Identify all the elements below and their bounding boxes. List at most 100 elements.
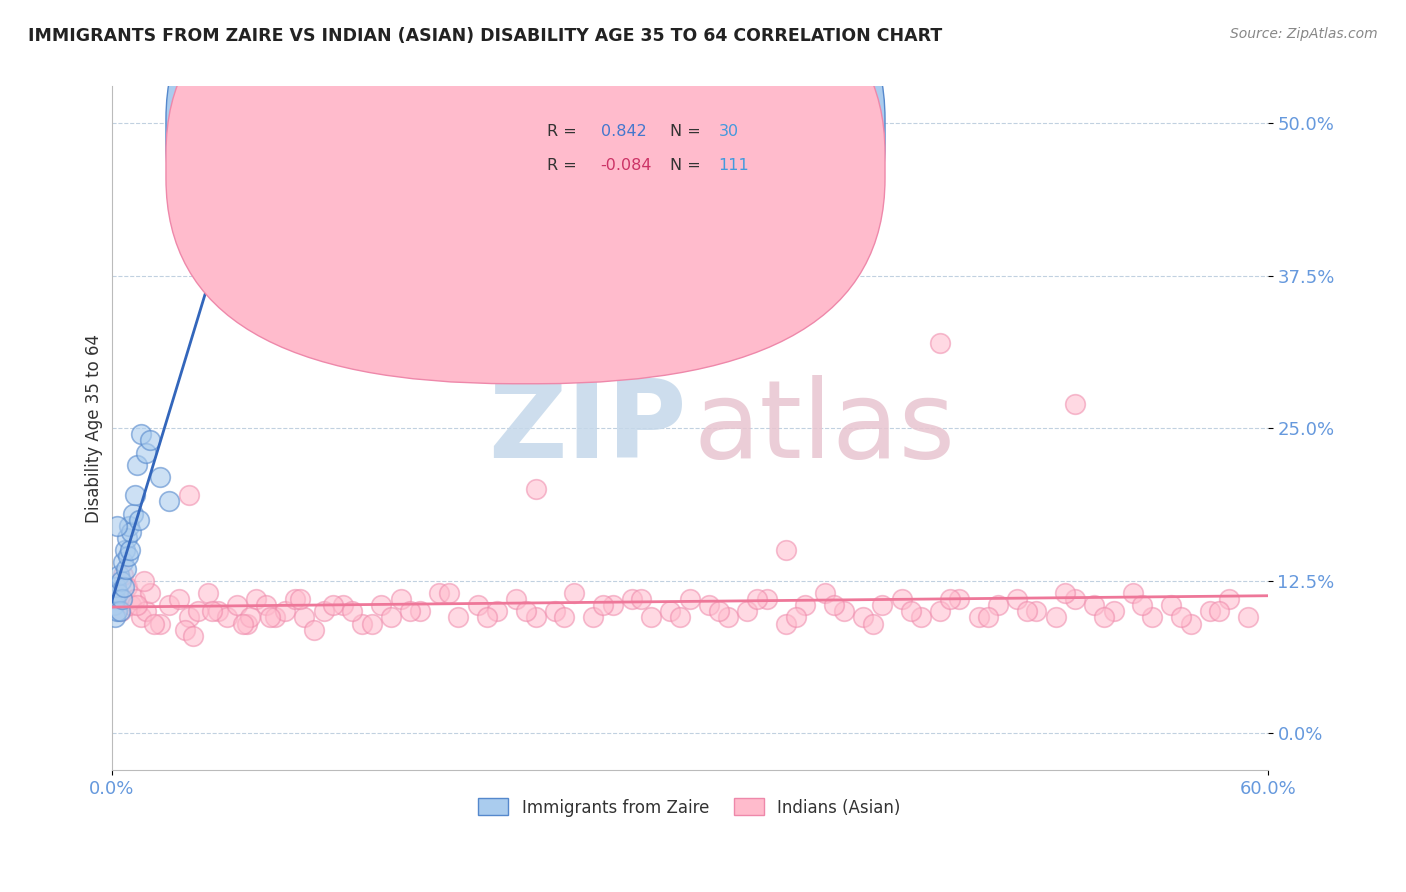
Point (524, 482, 547, 496)
Point (124, 488, 146, 502)
Point (977, 610, 1000, 624)
Point (852, 610, 875, 624)
Point (948, 592, 970, 607)
Point (115, 531, 138, 545)
Point (135, 604, 157, 618)
Point (717, 610, 740, 624)
Point (149, 616, 172, 631)
Point (112, 556, 135, 570)
Y-axis label: Disability Age 35 to 64: Disability Age 35 to 64 (86, 334, 103, 523)
Point (302, 623, 325, 637)
Point (290, 592, 312, 607)
Point (447, 610, 470, 624)
Point (342, 604, 364, 618)
Point (929, 335, 952, 350)
Point (1025, 604, 1047, 618)
Point (1218, 592, 1240, 607)
Point (118, 543, 141, 558)
Point (111, 592, 134, 607)
Point (544, 604, 567, 618)
Point (553, 610, 575, 624)
Point (832, 604, 855, 618)
Point (427, 586, 450, 600)
Point (159, 494, 181, 508)
Point (134, 574, 156, 588)
Point (697, 598, 720, 612)
Point (755, 592, 778, 607)
Point (1140, 610, 1163, 624)
Point (1054, 586, 1077, 600)
Point (775, 543, 797, 558)
Point (399, 604, 422, 618)
Point (1005, 592, 1028, 607)
Text: 111: 111 (718, 158, 749, 173)
Point (129, 427, 152, 442)
Point (669, 610, 692, 624)
Point (813, 586, 835, 600)
Point (108, 567, 131, 582)
Point (939, 592, 962, 607)
Point (679, 592, 702, 607)
Point (207, 604, 229, 618)
Point (592, 598, 614, 612)
Point (115, 580, 138, 594)
Point (409, 604, 432, 618)
Point (562, 586, 585, 600)
Point (245, 592, 267, 607)
Point (114, 543, 136, 558)
Point (143, 616, 166, 631)
Point (1198, 604, 1220, 618)
Point (104, 610, 127, 624)
Point (173, 623, 195, 637)
Point (823, 598, 845, 612)
Text: atlas: atlas (693, 376, 955, 481)
Point (910, 610, 932, 624)
Point (775, 616, 797, 631)
Point (322, 598, 344, 612)
Point (135, 445, 157, 459)
Point (900, 604, 922, 618)
Point (890, 592, 912, 607)
Point (120, 598, 142, 612)
Point (149, 470, 172, 484)
Text: IMMIGRANTS FROM ZAIRE VS INDIAN (ASIAN) DISABILITY AGE 35 TO 64 CORRELATION CHAR: IMMIGRANTS FROM ZAIRE VS INDIAN (ASIAN) … (28, 27, 942, 45)
Point (107, 519, 129, 533)
Point (515, 604, 537, 618)
Text: 0.842: 0.842 (600, 124, 647, 139)
Point (117, 549, 139, 564)
Point (201, 604, 224, 618)
Point (177, 488, 200, 502)
Point (110, 604, 132, 618)
Point (370, 598, 392, 612)
Point (1170, 610, 1192, 624)
Point (1083, 598, 1105, 612)
Point (602, 598, 624, 612)
Point (929, 604, 952, 618)
Point (107, 604, 129, 618)
Point (785, 610, 807, 624)
Point (582, 610, 605, 624)
Point (862, 616, 884, 631)
Point (187, 604, 209, 618)
Text: R =: R = (547, 158, 582, 173)
Point (1102, 604, 1125, 618)
Point (352, 616, 374, 631)
Point (389, 592, 412, 607)
Point (467, 598, 489, 612)
Point (1122, 586, 1144, 600)
Point (110, 604, 132, 618)
Point (197, 586, 219, 600)
Text: ZIP: ZIP (488, 376, 686, 481)
Point (505, 592, 527, 607)
Point (1208, 604, 1230, 618)
FancyBboxPatch shape (494, 100, 823, 195)
Point (129, 610, 152, 624)
Point (312, 604, 335, 618)
Point (745, 592, 768, 607)
Point (159, 598, 181, 612)
Point (112, 580, 135, 594)
Point (477, 610, 499, 624)
FancyBboxPatch shape (166, 0, 884, 384)
Point (124, 592, 146, 607)
Point (274, 604, 297, 618)
